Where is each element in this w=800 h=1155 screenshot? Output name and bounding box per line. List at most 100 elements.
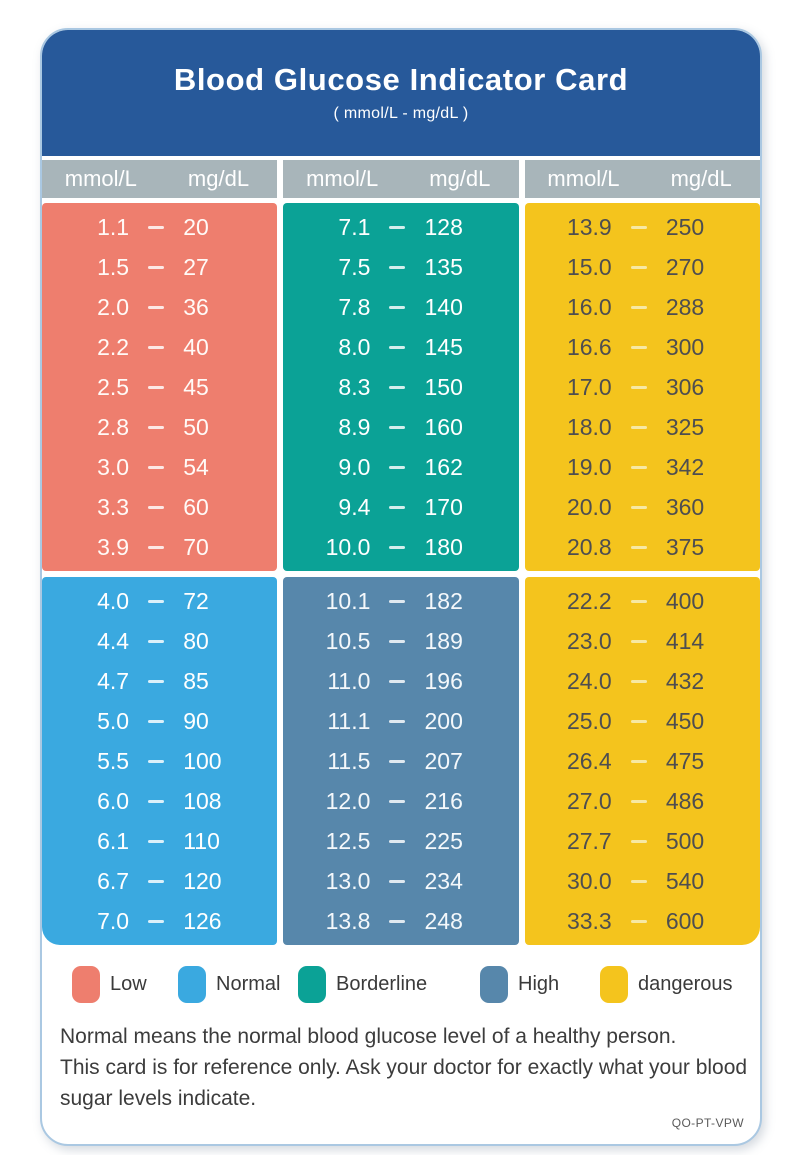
dash-icon: [630, 265, 647, 269]
section-dangerous: 22.2 400 23.0 414 24.0 432 25.0 450 26.4 475 27.0 4…: [524, 577, 760, 945]
normal-swatch: [178, 966, 206, 1003]
table-row: 13.8 248: [283, 901, 518, 941]
mgdl-value: 300: [665, 333, 705, 360]
table-row: 2.8 50: [42, 407, 277, 447]
table-row: 4.4 80: [42, 621, 277, 661]
column-header: mmol/L mg/dL: [42, 160, 278, 198]
mgdl-value: 200: [424, 707, 463, 734]
dash-icon: [630, 545, 647, 549]
mgdl-value: 40: [183, 333, 209, 360]
note-line: Normal means the normal blood glucose le…: [60, 1025, 677, 1048]
table-column: mmol/L mg/dL 1.1 20 1.5 27 2.0 36 2.2 40 2.5 45 2.8 5…: [42, 160, 278, 951]
legend-item-low: Low: [72, 966, 147, 1003]
table-row: 27.7 500: [525, 821, 760, 861]
mgdl-value: 248: [424, 907, 463, 934]
page-title: Blood Glucose Indicator Card: [173, 61, 629, 97]
mmol-value: 10.1: [325, 587, 371, 614]
mgdl-value: 128: [424, 213, 463, 240]
mmol-value: 8.0: [338, 333, 371, 360]
mmol-value: 20.8: [566, 533, 612, 560]
legend-item-borderline: Borderline: [298, 966, 427, 1003]
dash-icon: [630, 465, 647, 469]
table-row: 17.0 306: [525, 367, 760, 407]
mgdl-value: 70: [183, 533, 209, 560]
dash-icon: [630, 385, 647, 389]
section-high: 10.1 182 10.5 189 11.0 196 11.1 200 11.5 207 12.0 2…: [283, 577, 519, 945]
dash-icon: [389, 225, 406, 229]
dash-icon: [389, 305, 406, 309]
mgdl-value: 90: [183, 707, 209, 734]
mmol-value: 6.1: [97, 827, 130, 854]
mgdl-value: 50: [183, 413, 209, 440]
table-row: 7.5 135: [283, 247, 518, 287]
table-column: mmol/L mg/dL 13.9 250 15.0 270 16.0 288 16.6 300 1…: [524, 160, 760, 951]
table-row: 4.7 85: [42, 661, 277, 701]
mmol-value: 12.0: [325, 787, 371, 814]
dash-icon: [389, 719, 406, 723]
section-borderline: 7.1 128 7.5 135 7.8 140 8.0 145 8.3 150 8.9 160 9.0 1…: [283, 203, 519, 571]
mmol-value: 12.5: [325, 827, 371, 854]
mgdl-value: 108: [183, 787, 222, 814]
mmol-value: 4.4: [97, 627, 130, 654]
mmol-value: 30.0: [566, 867, 612, 894]
mmol-value: 7.0: [97, 907, 130, 934]
section-normal: 4.0 72 4.4 80 4.7 85 5.0 90 5.5 100 6.0 108 6.1 110 6.…: [42, 577, 278, 945]
legend-label: High: [518, 973, 560, 995]
dash-icon: [389, 599, 406, 603]
table-row: 8.0 145: [283, 327, 518, 367]
high-swatch: [480, 966, 508, 1003]
mmol-value: 13.0: [325, 867, 371, 894]
mgdl-value: 54: [183, 453, 209, 480]
dash-icon: [389, 919, 406, 923]
column-header-label: mg/dL: [429, 166, 491, 191]
table-row: 19.0 342: [525, 447, 760, 487]
table-row: 22.2 400: [525, 581, 760, 621]
dash-icon: [389, 545, 406, 549]
mmol-value: 16.0: [566, 293, 612, 320]
table-row: 12.5 225: [283, 821, 518, 861]
table-row: 7.1 128: [283, 207, 518, 247]
dash-icon: [389, 799, 406, 803]
dash-icon: [630, 879, 647, 883]
table-row: 16.6 300: [525, 327, 760, 367]
mgdl-value: 216: [424, 787, 463, 814]
mmol-value: 9.4: [338, 493, 371, 520]
low-swatch: [72, 966, 100, 1003]
dash-icon: [630, 345, 647, 349]
section-low: 1.1 20 1.5 27 2.0 36 2.2 40 2.5 45 2.8 50 3.0 54 3.3 60…: [42, 203, 278, 571]
legend-label: Borderline: [336, 973, 428, 995]
dash-icon: [148, 719, 165, 723]
mmol-value: 2.0: [97, 293, 130, 320]
mgdl-value: 288: [665, 293, 705, 320]
mmol-value: 10.5: [325, 627, 371, 654]
mmol-value: 4.7: [97, 667, 130, 694]
mmol-value: 25.0: [566, 707, 612, 734]
dash-icon: [148, 265, 165, 269]
mgdl-value: 36: [183, 293, 209, 320]
mmol-value: 4.0: [97, 587, 130, 614]
table-row: 8.3 150: [283, 367, 518, 407]
note-line: This card is for reference only. Ask you…: [60, 1056, 748, 1079]
mmol-value: 20.0: [566, 493, 612, 520]
dash-icon: [630, 919, 647, 923]
table-row: 13.9 250: [525, 207, 760, 247]
table-row: 7.0 126: [42, 901, 277, 941]
dash-icon: [389, 345, 406, 349]
dash-icon: [630, 225, 647, 229]
table-row: 9.0 162: [283, 447, 518, 487]
legend-item-high: High: [480, 966, 559, 1003]
column-header: mmol/L mg/dL: [524, 160, 760, 198]
table-row: 5.0 90: [42, 701, 277, 741]
legend-label: dangerous: [638, 973, 733, 995]
legend-label: Low: [110, 973, 147, 995]
table-row: 10.0 180: [283, 527, 518, 567]
card-code: QO-PT-VPW: [671, 1116, 744, 1130]
dash-icon: [630, 839, 647, 843]
dash-icon: [148, 385, 165, 389]
dash-icon: [389, 879, 406, 883]
dash-icon: [389, 385, 406, 389]
table-row: 16.0 288: [525, 287, 760, 327]
mgdl-value: 27: [183, 253, 209, 280]
mmol-value: 5.0: [97, 707, 130, 734]
mgdl-value: 225: [424, 827, 463, 854]
